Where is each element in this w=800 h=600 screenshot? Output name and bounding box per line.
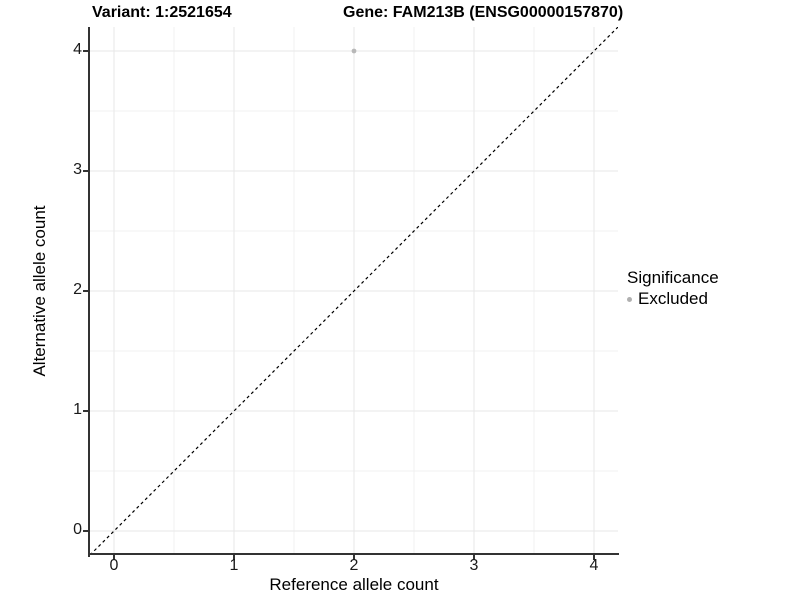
x-tick-mark (113, 555, 115, 560)
identity-reference-line (89, 26, 619, 556)
x-tick-mark (353, 555, 355, 560)
y-tick-label: 1 (73, 401, 82, 418)
legend-item-label: Excluded (638, 289, 708, 308)
y-tick-mark (83, 50, 88, 52)
y-tick-label: 4 (73, 41, 82, 58)
x-tick-mark (593, 555, 595, 560)
legend-items: Excluded (627, 289, 719, 309)
y-axis-line (88, 27, 90, 557)
x-tick-mark (233, 555, 235, 560)
data-point (351, 48, 357, 54)
plot-panel (89, 26, 619, 556)
x-tick-label: 0 (109, 557, 119, 574)
legend-title: Significance (627, 268, 719, 287)
y-tick-mark (83, 410, 88, 412)
gene-title: Gene: FAM213B (ENSG00000157870) (343, 4, 624, 21)
legend-key-dot-icon (627, 296, 632, 302)
x-tick-label: 3 (469, 557, 479, 574)
y-tick-mark (83, 290, 88, 292)
y-axis-title: Alternative allele count (30, 205, 49, 377)
plot-canvas (89, 26, 619, 556)
variant-title: Variant: 1:2521654 (92, 4, 232, 21)
legend: Significance Excluded (627, 268, 719, 309)
y-tick-label: 0 (73, 521, 82, 538)
y-tick-mark (83, 170, 88, 172)
x-tick-mark (473, 555, 475, 560)
x-axis-title: Reference allele count (269, 575, 439, 594)
y-tick-mark (83, 530, 88, 532)
x-tick-label: 4 (589, 557, 599, 574)
x-tick-label: 2 (349, 557, 359, 574)
legend-item: Excluded (627, 289, 719, 309)
y-tick-label: 3 (73, 161, 82, 178)
x-tick-label: 1 (229, 557, 239, 574)
x-axis-line (88, 553, 619, 555)
y-tick-label: 2 (73, 281, 82, 298)
